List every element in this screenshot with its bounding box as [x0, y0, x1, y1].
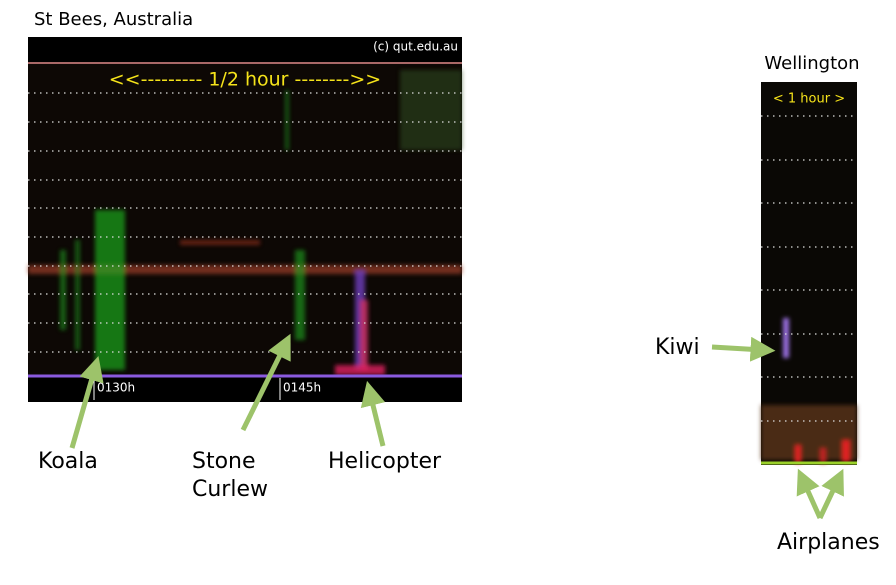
- grid-lines: [28, 92, 462, 353]
- annotation-label: Stone: [192, 449, 256, 474]
- decoration: [817, 468, 844, 520]
- panel-title: Wellington: [764, 53, 859, 74]
- annotation-label: Airplanes: [777, 530, 880, 555]
- annotation-label: Kiwi: [655, 335, 700, 360]
- panel-title: St Bees, Australia: [34, 9, 193, 30]
- decoration: [796, 468, 823, 520]
- time-label: 0145h: [283, 381, 321, 395]
- copyright: (c) qut.edu.au: [373, 40, 458, 54]
- time-label: 0130h: [97, 381, 135, 395]
- decoration: [285, 90, 289, 150]
- decoration: [820, 448, 826, 463]
- signals: [761, 318, 857, 463]
- decoration: [842, 440, 850, 462]
- decoration: [95, 210, 125, 370]
- scale-label: <<--------- 1/2 hour -------->>: [109, 69, 381, 91]
- decoration: [240, 333, 291, 432]
- decoration: [295, 250, 305, 340]
- spectrogram: [761, 82, 857, 465]
- grid-lines: [761, 115, 857, 422]
- decoration: [761, 405, 857, 460]
- decoration: [783, 318, 789, 358]
- spectrogram-body: [28, 62, 462, 377]
- decoration: [360, 300, 368, 370]
- annotation-label: Koala: [38, 449, 98, 474]
- decoration: [180, 240, 260, 245]
- decoration: [75, 240, 80, 350]
- signals: [28, 70, 462, 375]
- decoration: [360, 380, 386, 447]
- arrows: [69, 333, 844, 520]
- decoration: [795, 445, 801, 463]
- annotation-label: Helicopter: [328, 449, 442, 474]
- decoration: [335, 365, 385, 375]
- decoration: [711, 336, 776, 362]
- scale-label: < 1 hour >: [773, 92, 845, 107]
- annotation-label: Curlew: [192, 477, 268, 502]
- decoration: [69, 355, 104, 449]
- decoration: [28, 265, 462, 274]
- decoration: [60, 250, 66, 330]
- decoration: [400, 70, 462, 150]
